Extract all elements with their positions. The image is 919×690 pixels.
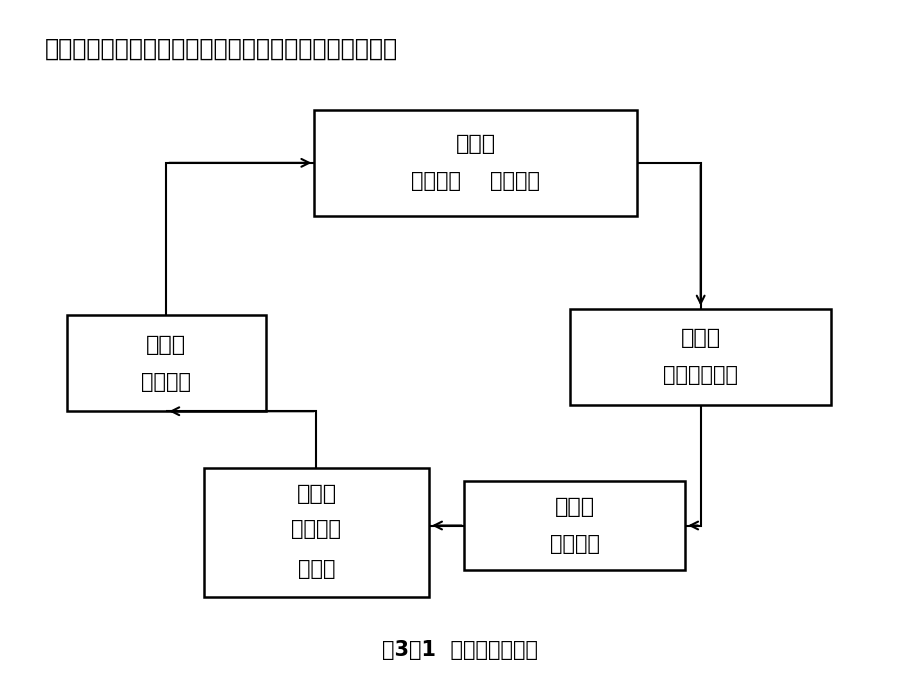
Bar (67, 315, 266, 411)
Bar (314, 110, 636, 216)
Text: 析资料: 析资料 (298, 559, 335, 578)
Bar (570, 308, 830, 404)
Text: 第一步: 第一步 (455, 135, 495, 155)
Text: 制定研究方案: 制定研究方案 (663, 365, 737, 385)
Text: 第五步: 第五步 (146, 335, 187, 355)
Text: 图3－1  科学研究的过程: 图3－1 科学研究的过程 (381, 640, 538, 660)
Text: 整理和分: 整理和分 (291, 519, 341, 539)
Text: 选择课题    陈述假设: 选择课题 陈述假设 (411, 171, 539, 191)
Text: 解释结果: 解释结果 (142, 372, 191, 392)
Bar (204, 468, 428, 597)
Text: 第二步: 第二步 (680, 328, 720, 348)
Text: 收集资料: 收集资料 (550, 534, 599, 554)
Text: 社会医学研究包括五个步骤，可以用一个环形图来表示：: 社会医学研究包括五个步骤，可以用一个环形图来表示： (45, 37, 398, 61)
Bar (464, 481, 685, 570)
Text: 第四步: 第四步 (296, 484, 336, 504)
Text: 第三步: 第三步 (554, 497, 595, 517)
